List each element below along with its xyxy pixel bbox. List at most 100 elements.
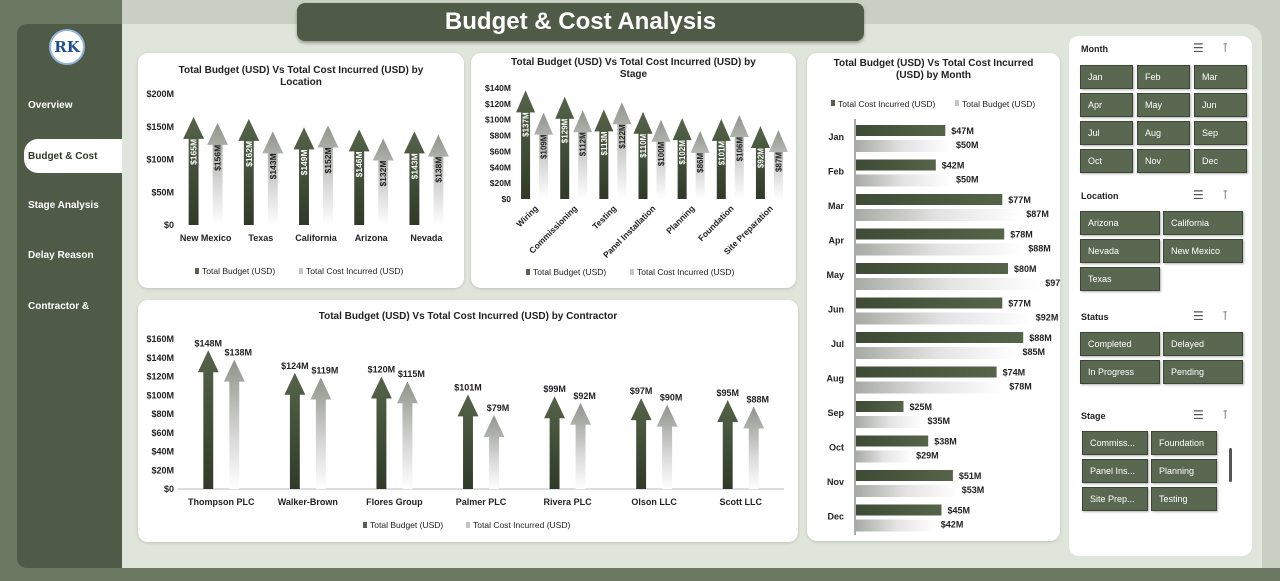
stage-slicer-item[interactable]: Site Prep... <box>1082 487 1148 511</box>
legend-swatch-budget <box>195 268 199 274</box>
y-tick-label: $100M <box>146 155 174 165</box>
budget-data-label: $35M <box>928 416 951 426</box>
cost-data-label: $115M <box>398 369 425 379</box>
budget-data-label: $137M <box>522 112 531 137</box>
month-slicer-item[interactable]: Dec <box>1194 149 1247 173</box>
budget-data-label: $110M <box>639 133 648 157</box>
category-label: Flores Group <box>366 497 423 507</box>
month-slicer-item[interactable]: Feb <box>1137 65 1190 89</box>
location-chart-card: Total Budget (USD) Vs Total Cost Incurre… <box>138 53 464 288</box>
category-label: Scott LLC <box>719 497 762 507</box>
y-tick-label: $60M <box>490 146 511 156</box>
cost-data-label: $80M <box>1014 264 1037 274</box>
cost-bar <box>743 406 765 489</box>
category-label: Nevada <box>410 233 443 243</box>
month-slicer-item[interactable]: Jan <box>1080 65 1133 89</box>
y-tick-label: $80M <box>490 131 511 141</box>
stage-slicer-scrollbar[interactable] <box>1229 448 1232 482</box>
clear-filter-icon[interactable]: ⊺ <box>1222 408 1229 422</box>
budget-data-label: $120M <box>368 365 396 375</box>
location-slicer-item[interactable]: Texas <box>1080 267 1160 291</box>
month-slicer-item[interactable]: Jul <box>1080 121 1133 145</box>
month-slicer-item[interactable]: Aug <box>1137 121 1190 145</box>
cost-bar <box>856 194 1003 205</box>
multi-select-icon[interactable]: ☰ <box>1193 309 1204 323</box>
cost-data-label: $152M <box>323 147 333 173</box>
month-slicer-item[interactable]: Nov <box>1137 149 1190 173</box>
nav-budget-cost[interactable]: Budget & Cost <box>24 139 122 173</box>
month-slicer-item[interactable]: Apr <box>1080 93 1133 117</box>
cost-data-label: $51M <box>959 471 982 481</box>
budget-data-label: $92M <box>756 148 765 168</box>
stage-slicer-item[interactable]: Testing <box>1151 487 1217 511</box>
budget-data-label: $143M <box>409 153 419 179</box>
budget-data-label: $50M <box>956 140 979 150</box>
budget-bar <box>856 312 1031 325</box>
month-chart: Total Cost Incurred (USD) Total Budget (U… <box>826 99 1060 535</box>
location-slicer-item[interactable]: Nevada <box>1080 239 1160 263</box>
category-label: Thompson PLC <box>188 497 255 507</box>
status-slicer-item[interactable]: Completed <box>1080 332 1160 356</box>
cost-data-label: $78M <box>1010 230 1033 240</box>
status-slicer-item[interactable]: Delayed <box>1163 332 1243 356</box>
cost-bar <box>856 470 953 481</box>
clear-filter-icon[interactable]: ⊺ <box>1222 309 1229 323</box>
stage-slicer-item[interactable]: Panel Ins... <box>1082 459 1148 483</box>
multi-select-icon[interactable]: ☰ <box>1193 41 1204 55</box>
budget-data-label: $42M <box>941 520 964 530</box>
location-slicer-item[interactable]: California <box>1163 211 1243 235</box>
nav-contractor[interactable]: Contractor & <box>28 300 90 312</box>
cost-data-label: $45M <box>948 506 971 516</box>
cost-bar <box>856 401 904 412</box>
clear-filter-icon[interactable]: ⊺ <box>1222 188 1229 202</box>
legend-swatch-cost <box>630 269 634 275</box>
category-label: Rivera PLC <box>544 497 593 507</box>
budget-data-label: $162M <box>244 141 254 167</box>
page-title: Budget & Cost Analysis <box>444 8 717 35</box>
y-tick-label: $0 <box>164 484 174 494</box>
multi-select-icon[interactable]: ☰ <box>1193 188 1204 202</box>
month-slicer-item[interactable]: Mar <box>1194 65 1247 89</box>
nav-overview[interactable]: Overview <box>28 99 73 111</box>
y-tick-label: $40M <box>490 162 511 172</box>
budget-data-label: $53M <box>962 485 985 495</box>
month-slicer-item[interactable]: Jun <box>1194 93 1247 117</box>
multi-select-icon[interactable]: ☰ <box>1193 408 1204 422</box>
cost-data-label: $77M <box>1008 299 1031 309</box>
cost-bar <box>856 228 1005 240</box>
month-label: Feb <box>828 167 845 177</box>
cost-data-label: $106M <box>735 137 744 162</box>
location-slicer-item[interactable]: New Mexico <box>1163 239 1243 263</box>
budget-bar <box>197 350 219 489</box>
nav-delay-reason[interactable]: Delay Reason <box>28 249 94 261</box>
month-chart-title: Total Budget (USD) Vs Total Cost Incurre… <box>833 58 1034 81</box>
y-tick-label: $40M <box>151 447 174 457</box>
sidebar <box>17 24 122 568</box>
location-chart-title: Total Budget (USD) Vs Total Cost Incurre… <box>178 65 424 88</box>
location-slicer-item[interactable]: Arizona <box>1080 211 1160 235</box>
status-slicer-item[interactable]: In Progress <box>1080 360 1160 384</box>
month-label: Mar <box>828 201 845 211</box>
stage-slicer-title: Stage <box>1081 411 1106 421</box>
budget-bar <box>856 209 1022 221</box>
contractor-chart-card: Total Budget (USD) Vs Total Cost Incurre… <box>138 300 798 542</box>
month-slicer-item[interactable]: Sep <box>1194 121 1247 145</box>
month-slicer-item[interactable]: Oct <box>1080 149 1133 173</box>
month-label: Apr <box>829 236 845 246</box>
legend-budget: Total Budget (USD) <box>533 267 606 277</box>
nav-stage-analysis[interactable]: Stage Analysis <box>28 199 99 211</box>
stage-chart-title: Total Budget (USD) Vs Total Cost Incurre… <box>511 57 756 80</box>
y-tick-label: $0 <box>164 220 174 230</box>
budget-bar <box>856 450 912 463</box>
status-slicer-item[interactable]: Pending <box>1163 360 1243 384</box>
stage-slicer-item[interactable]: Foundation <box>1151 431 1217 455</box>
stage-slicer-item[interactable]: Commiss... <box>1082 431 1148 455</box>
clear-filter-icon[interactable]: ⊺ <box>1222 41 1229 55</box>
cost-bar <box>729 114 749 199</box>
budget-data-label: $102M <box>678 140 687 165</box>
y-tick-label: $100M <box>146 390 174 400</box>
y-tick-label: $120M <box>485 99 511 109</box>
month-slicer-item[interactable]: May <box>1137 93 1190 117</box>
stage-slicer-item[interactable]: Planning <box>1151 459 1217 483</box>
budget-bar <box>856 416 923 428</box>
